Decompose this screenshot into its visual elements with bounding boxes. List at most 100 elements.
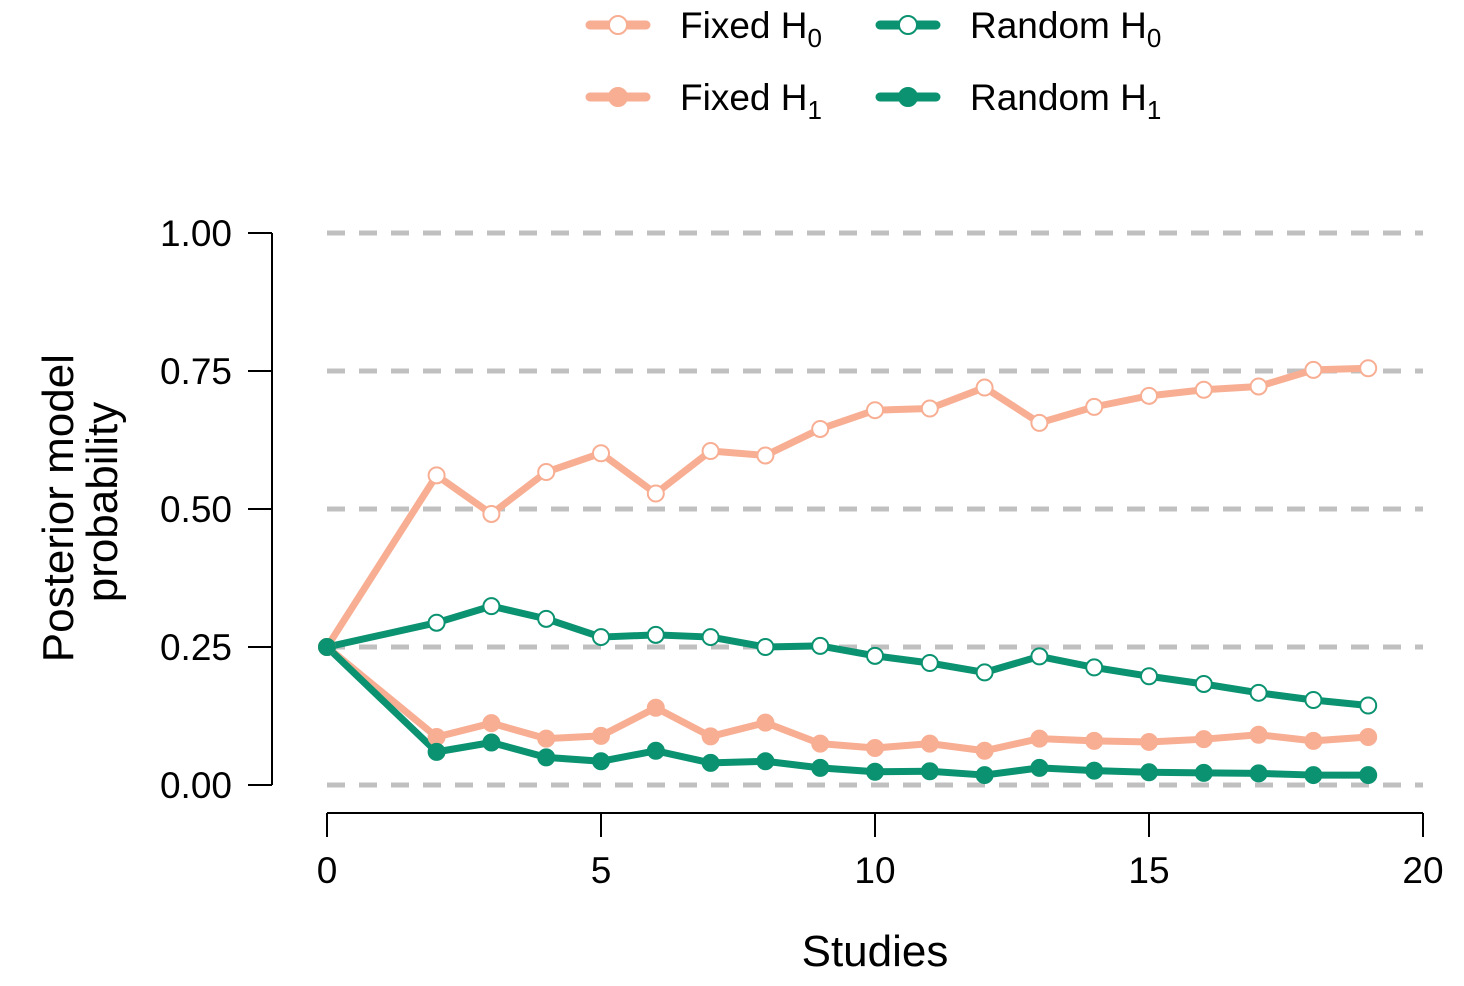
x-tick-label: 5 xyxy=(591,850,612,891)
data-point-random-h1 xyxy=(975,766,994,785)
data-point-random-h0 xyxy=(975,663,994,682)
data-point-fixed-h0 xyxy=(646,484,665,503)
data-point-fixed-h0 xyxy=(537,463,556,482)
data-point-random-h0 xyxy=(1030,647,1049,666)
data-point-fixed-h0 xyxy=(592,444,610,463)
data-point-random-h1 xyxy=(592,752,610,771)
legend-label: Fixed H1 xyxy=(680,77,822,125)
data-point-fixed-h0 xyxy=(756,446,775,465)
data-point-random-h0 xyxy=(646,625,665,644)
data-point-random-h1 xyxy=(920,762,939,781)
data-point-fixed-h0 xyxy=(1140,386,1158,405)
data-point-random-h1 xyxy=(1140,763,1158,782)
data-point-random-h0 xyxy=(1249,683,1268,702)
data-point-fixed-h1 xyxy=(646,698,665,717)
legend-swatch-marker xyxy=(898,15,918,35)
data-point-fixed-h1 xyxy=(811,734,830,753)
legend-item-random-h1: Random H1 xyxy=(875,77,1161,125)
data-point-fixed-h1 xyxy=(920,734,939,753)
data-point-fixed-h0 xyxy=(1030,413,1049,432)
data-point-fixed-h1 xyxy=(537,729,556,748)
data-point-fixed-h1 xyxy=(756,713,775,732)
series-line-random-h0 xyxy=(323,602,1372,710)
y-tick-label: 0.75 xyxy=(160,351,232,392)
data-point-fixed-h1 xyxy=(592,726,610,745)
legend-item-fixed-h0: Fixed H0 xyxy=(585,5,822,53)
data-point-random-h0 xyxy=(866,646,884,665)
y-axis-title: Posterior model probability xyxy=(34,342,127,662)
legend-swatch-marker xyxy=(608,15,628,35)
legend-label: Random H1 xyxy=(970,77,1161,125)
data-point-random-h1 xyxy=(1249,764,1268,783)
data-point-random-h0 xyxy=(920,654,939,673)
y-ticks: 0.00 0.25 0.50 0.75 1.00 xyxy=(160,213,272,806)
data-point-random-h1 xyxy=(1359,766,1378,785)
y-tick-label: 0.00 xyxy=(160,765,232,806)
data-point-random-h1 xyxy=(756,752,775,771)
data-point-random-h1 xyxy=(537,748,556,767)
y-tick-label: 0.25 xyxy=(160,627,232,668)
data-point-random-h1 xyxy=(1304,766,1323,785)
legend-swatch-marker xyxy=(608,87,628,107)
legend: Fixed H0 Fixed H1 Random H0 Random H1 xyxy=(585,5,1161,125)
data-point-random-h1 xyxy=(701,753,720,772)
series-group xyxy=(318,359,1378,785)
data-point-fixed-h0 xyxy=(1085,397,1104,416)
x-ticks: 0 5 10 15 20 xyxy=(317,813,1444,891)
data-point-fixed-h0 xyxy=(701,442,720,461)
data-point-fixed-h0 xyxy=(920,399,939,418)
data-point-fixed-h1 xyxy=(1359,727,1378,746)
data-point-random-h0 xyxy=(1140,667,1158,686)
data-point-random-h1 xyxy=(1085,761,1104,780)
x-axis-title: Studies xyxy=(802,927,949,976)
data-point-fixed-h1 xyxy=(1194,730,1213,749)
data-point-random-h0 xyxy=(811,636,830,655)
data-point-fixed-h1 xyxy=(701,727,720,746)
data-point-fixed-h0 xyxy=(482,504,501,523)
data-point-fixed-h0 xyxy=(1249,377,1268,396)
data-point-fixed-h1 xyxy=(1304,731,1323,750)
data-point-fixed-h0 xyxy=(427,466,446,485)
data-point-random-h0 xyxy=(1304,690,1323,709)
legend-label: Random H0 xyxy=(970,5,1161,53)
series-line-fixed-h1 xyxy=(323,643,1372,755)
y-tick-label: 0.50 xyxy=(160,489,232,530)
data-point-random-h0 xyxy=(1194,674,1213,693)
x-tick-label: 15 xyxy=(1128,850,1169,891)
data-point-fixed-h1 xyxy=(1030,729,1049,748)
data-point-fixed-h0 xyxy=(811,419,830,438)
data-point-random-h0 xyxy=(427,613,446,632)
data-point-fixed-h0 xyxy=(1304,360,1323,379)
data-point-fixed-h1 xyxy=(1140,732,1158,751)
data-point-fixed-h1 xyxy=(1085,731,1104,750)
y-axis-title-line-1: Posterior model xyxy=(34,354,83,662)
data-point-fixed-h1 xyxy=(427,727,446,746)
data-point-fixed-h1 xyxy=(1249,725,1268,744)
axes xyxy=(271,233,1423,814)
data-point-fixed-h1 xyxy=(866,739,884,758)
x-tick-label: 10 xyxy=(854,850,895,891)
data-point-random-h1 xyxy=(318,638,336,656)
data-point-fixed-h1 xyxy=(482,714,501,733)
y-axis-title-line-2: probability xyxy=(78,402,127,603)
legend-item-fixed-h1: Fixed H1 xyxy=(585,77,822,125)
data-point-random-h0 xyxy=(1085,658,1104,677)
data-point-random-h0 xyxy=(701,628,720,647)
data-point-random-h1 xyxy=(1194,763,1213,782)
data-point-random-h1 xyxy=(482,733,501,752)
data-point-fixed-h0 xyxy=(975,378,994,397)
data-point-random-h1 xyxy=(646,741,665,760)
data-point-fixed-h0 xyxy=(1194,380,1213,399)
x-tick-label: 0 xyxy=(317,850,338,891)
data-point-random-h0 xyxy=(537,609,556,628)
series-line-random-h1 xyxy=(323,643,1372,779)
data-point-random-h1 xyxy=(866,762,884,781)
data-point-random-h0 xyxy=(592,628,610,647)
y-tick-label: 1.00 xyxy=(160,213,232,254)
data-point-fixed-h0 xyxy=(1359,359,1378,378)
data-point-fixed-h1 xyxy=(975,741,994,760)
data-point-fixed-h0 xyxy=(866,401,884,420)
data-point-random-h0 xyxy=(1359,696,1378,715)
data-point-random-h1 xyxy=(1030,758,1049,777)
